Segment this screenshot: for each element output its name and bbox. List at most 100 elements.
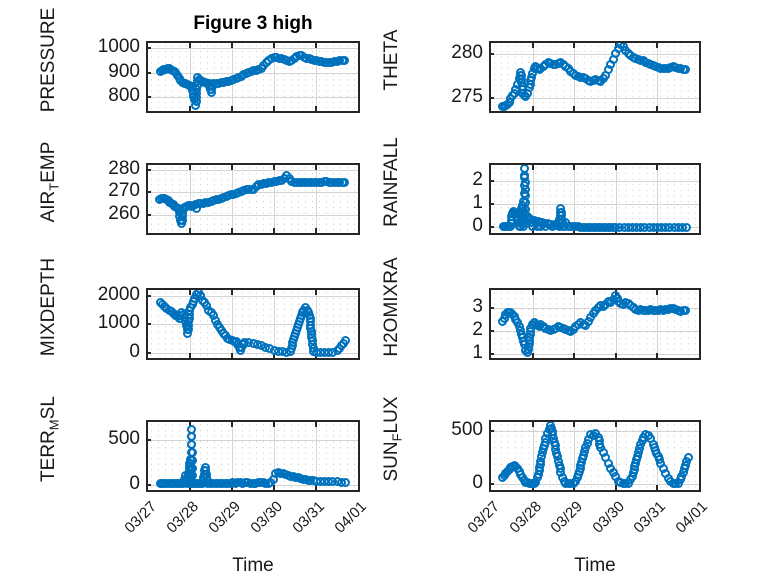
- xtick-mark: [531, 43, 534, 48]
- ytick-mark: [489, 97, 494, 100]
- data-point: [518, 222, 528, 232]
- ytick-mark: [489, 203, 494, 206]
- xtick-mark: [573, 106, 576, 111]
- gridline-x: [190, 165, 191, 233]
- xtick-label: 03/29: [205, 498, 245, 537]
- xaxis-label: Time: [232, 555, 274, 576]
- ytick-mark: [146, 438, 151, 441]
- ytick-label-h2omixra: 1: [472, 341, 483, 363]
- ytick-label-mixdepth: 0: [129, 341, 140, 363]
- gridline-y: [491, 53, 699, 55]
- gridline-x: [657, 43, 659, 111]
- ylabel-mixdepth: MIXDEPTH: [38, 257, 59, 357]
- ytick-mark: [146, 96, 151, 99]
- xtick-mark: [231, 43, 233, 48]
- ytick-label-pressure: 900: [108, 60, 140, 82]
- ytick-mark: [489, 483, 494, 486]
- ytick-mark: [489, 430, 494, 433]
- xtick-mark: [189, 353, 191, 358]
- xtick-mark: [531, 290, 534, 295]
- axes-pressure[interactable]: [146, 41, 360, 113]
- ytick-mark: [146, 191, 151, 194]
- ytick-label-pressure: 800: [108, 85, 140, 107]
- xtick-mark: [231, 422, 233, 427]
- gridline-y: [491, 98, 699, 100]
- ytick-label-theta: 280: [451, 41, 483, 63]
- ytick-mark: [146, 352, 151, 355]
- gridline-y: [491, 204, 699, 206]
- ylabel-main: AIR: [38, 190, 59, 223]
- xtick-label: 03/28: [163, 498, 203, 537]
- xtick-mark: [656, 106, 659, 111]
- gridline-x: [316, 422, 317, 490]
- xtick-mark: [614, 353, 617, 358]
- gridline-y: [148, 324, 358, 326]
- gridline-x: [274, 165, 275, 233]
- ytick-label-rainfall: 0: [472, 215, 483, 237]
- series-air_temp: [148, 165, 358, 233]
- series-sun_flux: [491, 422, 699, 490]
- ylabel-pressure: PRESSURE: [38, 7, 59, 113]
- ytick-label-air_temp: 280: [108, 157, 140, 179]
- gridline-x: [232, 165, 233, 233]
- gridline-x: [316, 290, 317, 358]
- ylabel-main: SUN: [381, 441, 402, 482]
- xtick-mark: [273, 290, 275, 295]
- gridline-x: [274, 422, 275, 490]
- xtick-mark: [273, 43, 275, 48]
- ytick-label-sun_flux: 0: [472, 472, 483, 494]
- xtick-mark: [573, 353, 576, 358]
- series-terr_msl: [148, 422, 358, 490]
- axes-sun_flux[interactable]: [489, 420, 701, 492]
- xtick-mark: [531, 353, 534, 358]
- axes-theta[interactable]: [489, 41, 701, 113]
- ytick-mark: [146, 294, 151, 297]
- xtick-mark: [315, 228, 317, 233]
- xtick-mark: [231, 290, 233, 295]
- gridline-y: [148, 169, 358, 171]
- series-rainfall: [491, 165, 699, 233]
- axes-mixdepth[interactable]: [146, 288, 360, 360]
- xtick-mark: [273, 165, 275, 170]
- ytick-mark: [489, 306, 494, 309]
- xtick-mark: [656, 422, 659, 427]
- ylabel-h2omixra: H2OMIXRA: [381, 257, 402, 357]
- gridline-x: [274, 43, 275, 111]
- axes-terr_msl[interactable]: [146, 420, 360, 492]
- axes-air_temp[interactable]: [146, 163, 360, 235]
- ytick-label-terr_msl: 0: [129, 472, 140, 494]
- ytick-mark: [489, 329, 494, 332]
- gridline-y: [148, 295, 358, 297]
- xtick-mark: [656, 353, 659, 358]
- ytick-label-mixdepth: 1000: [97, 312, 140, 334]
- data-point: [681, 65, 691, 75]
- ylabel-rainfall: RAINFALL: [381, 137, 402, 227]
- ytick-mark: [146, 168, 151, 171]
- xtick-mark: [189, 165, 191, 170]
- xtick-mark: [656, 485, 659, 490]
- axes-rainfall[interactable]: [489, 163, 701, 235]
- data-point: [340, 55, 350, 65]
- ytick-label-h2omixra: 2: [472, 318, 483, 340]
- xtick-mark: [656, 43, 659, 48]
- gridline-x: [316, 43, 317, 111]
- xtick-mark: [231, 353, 233, 358]
- xtick-label: 03/28: [506, 498, 545, 537]
- xtick-mark: [656, 290, 659, 295]
- gridline-x: [615, 422, 617, 490]
- ylabel-sun_flux: SUNFLUX: [381, 374, 405, 504]
- gridline-x: [274, 290, 275, 358]
- xtick-mark: [273, 228, 275, 233]
- xtick-label: 03/30: [589, 498, 628, 537]
- gridline-x: [316, 165, 317, 233]
- ytick-label-sun_flux: 500: [451, 419, 483, 441]
- ytick-mark: [146, 323, 151, 326]
- axes-h2omixra[interactable]: [489, 288, 701, 360]
- gridline-x: [615, 43, 617, 111]
- gridline-y: [148, 439, 358, 441]
- xtick-mark: [315, 106, 317, 111]
- xtick-mark: [273, 485, 275, 490]
- gridline-x: [532, 165, 534, 233]
- xtick-mark: [189, 228, 191, 233]
